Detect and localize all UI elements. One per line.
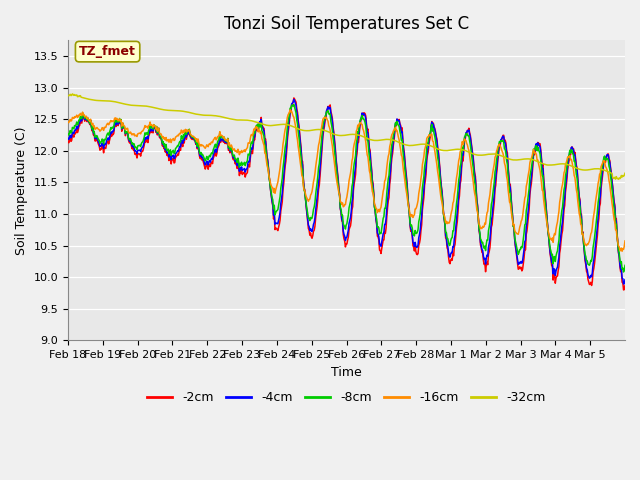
X-axis label: Time: Time [331,366,362,379]
Text: TZ_fmet: TZ_fmet [79,45,136,58]
Legend: -2cm, -4cm, -8cm, -16cm, -32cm: -2cm, -4cm, -8cm, -16cm, -32cm [142,386,550,409]
Title: Tonzi Soil Temperatures Set C: Tonzi Soil Temperatures Set C [224,15,469,33]
Y-axis label: Soil Temperature (C): Soil Temperature (C) [15,126,28,254]
